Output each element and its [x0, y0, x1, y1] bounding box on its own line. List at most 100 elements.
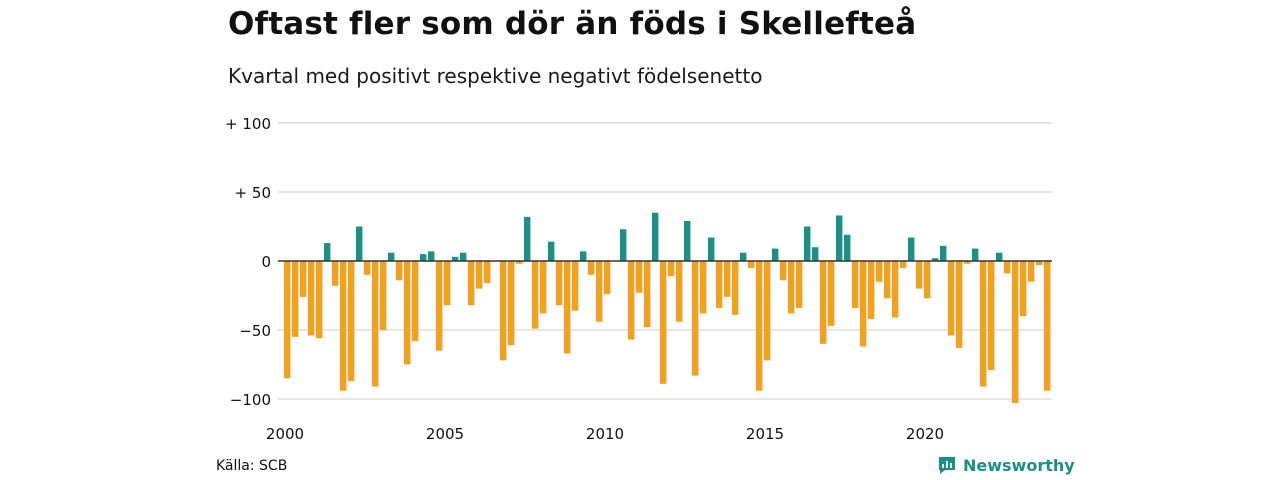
bar-positive — [428, 251, 435, 261]
bar-negative — [988, 261, 995, 371]
bar-negative — [780, 261, 787, 281]
bar-positive — [388, 252, 395, 261]
x-tick-label: 2015 — [746, 425, 784, 443]
bar-negative — [380, 261, 387, 330]
bar-negative — [508, 261, 515, 346]
bar-positive — [996, 252, 1003, 261]
bar-negative — [1020, 261, 1027, 317]
chart-subtitle: Kvartal med positivt respektive negativt… — [228, 64, 763, 88]
y-tick-label: + 50 — [235, 184, 271, 202]
bar-negative — [956, 261, 963, 348]
bar-negative — [404, 261, 411, 365]
bar-negative — [556, 261, 563, 306]
bar-negative — [348, 261, 355, 382]
bar-negative — [1012, 261, 1019, 404]
x-tick-label: 2010 — [586, 425, 624, 443]
bar-positive — [740, 252, 747, 261]
bar-negative — [476, 261, 483, 289]
bar-positive — [812, 247, 819, 261]
bars — [284, 212, 1051, 404]
bar-negative — [764, 261, 771, 361]
bar-negative — [396, 261, 403, 281]
x-axis-labels: 2000 2005 2010 2015 2020 — [266, 425, 944, 443]
bar-negative — [372, 261, 379, 387]
bar-negative — [980, 261, 987, 387]
bar-positive — [932, 258, 939, 261]
bar-negative — [564, 261, 571, 354]
newsworthy-icon — [939, 457, 955, 474]
bar-negative — [468, 261, 475, 306]
bar-negative — [316, 261, 323, 339]
bar-positive — [972, 248, 979, 261]
bar-positive — [524, 216, 531, 261]
bar-negative — [1028, 261, 1035, 282]
bar-negative — [1036, 261, 1043, 266]
bar-positive — [708, 237, 715, 261]
bar-positive — [908, 237, 915, 261]
bar-negative — [876, 261, 883, 282]
bar-positive — [420, 254, 427, 261]
bar-negative — [868, 261, 875, 319]
bar-positive — [804, 226, 811, 261]
bar-negative — [484, 261, 491, 284]
bar-negative — [716, 261, 723, 308]
y-tick-label: 0 — [261, 253, 271, 271]
bar-negative — [732, 261, 739, 315]
y-tick-label: −100 — [230, 391, 271, 409]
bar-negative — [604, 261, 611, 295]
bar-negative — [884, 261, 891, 299]
bar-negative — [596, 261, 603, 322]
x-tick-label: 2000 — [266, 425, 304, 443]
bar-negative — [444, 261, 451, 306]
bar-negative — [796, 261, 803, 308]
bar-negative — [948, 261, 955, 336]
bar-positive — [844, 234, 851, 261]
bar-positive — [460, 252, 467, 261]
bar-negative — [540, 261, 547, 314]
bar-negative — [532, 261, 539, 329]
bar-negative — [676, 261, 683, 322]
bar-negative — [692, 261, 699, 376]
bar-positive — [580, 251, 587, 261]
bar-positive — [940, 245, 947, 261]
brand-name: Newsworthy — [963, 455, 1075, 475]
bar-negative — [412, 261, 419, 342]
bar-negative — [500, 261, 507, 361]
bar-positive — [356, 226, 363, 261]
bar-negative — [828, 261, 835, 326]
bar-negative — [332, 261, 339, 286]
bar-positive — [652, 212, 659, 261]
bar-positive — [324, 243, 331, 261]
bar-negative — [628, 261, 635, 340]
x-tick-label: 2020 — [906, 425, 944, 443]
bar-negative — [1004, 261, 1011, 274]
y-tick-label: + 100 — [225, 115, 271, 133]
chart-title: Oftast fler som dör än föds i Skellefteå — [228, 6, 917, 42]
bar-negative — [364, 261, 371, 275]
bar-negative — [516, 261, 523, 264]
bar-negative — [660, 261, 667, 384]
y-axis-labels: + 100 + 50 0 −50 −100 — [225, 115, 271, 409]
bar-negative — [308, 261, 315, 336]
bar-negative — [748, 261, 755, 268]
y-tick-label: −50 — [239, 322, 271, 340]
bar-negative — [340, 261, 347, 391]
bar-negative — [852, 261, 859, 308]
bar-negative — [284, 261, 291, 379]
bar-negative — [964, 261, 971, 264]
bar-negative — [860, 261, 867, 347]
bar-negative — [436, 261, 443, 351]
bar-negative — [300, 261, 307, 297]
bar-negative — [700, 261, 707, 314]
bar-positive — [452, 256, 459, 261]
bar-positive — [620, 229, 627, 261]
bar-negative — [724, 261, 731, 297]
bar-negative — [820, 261, 827, 344]
bar-negative — [924, 261, 931, 299]
x-tick-label: 2005 — [426, 425, 464, 443]
bar-negative — [788, 261, 795, 314]
bar-negative — [572, 261, 579, 311]
bar-negative — [668, 261, 675, 277]
bar-negative — [756, 261, 763, 391]
